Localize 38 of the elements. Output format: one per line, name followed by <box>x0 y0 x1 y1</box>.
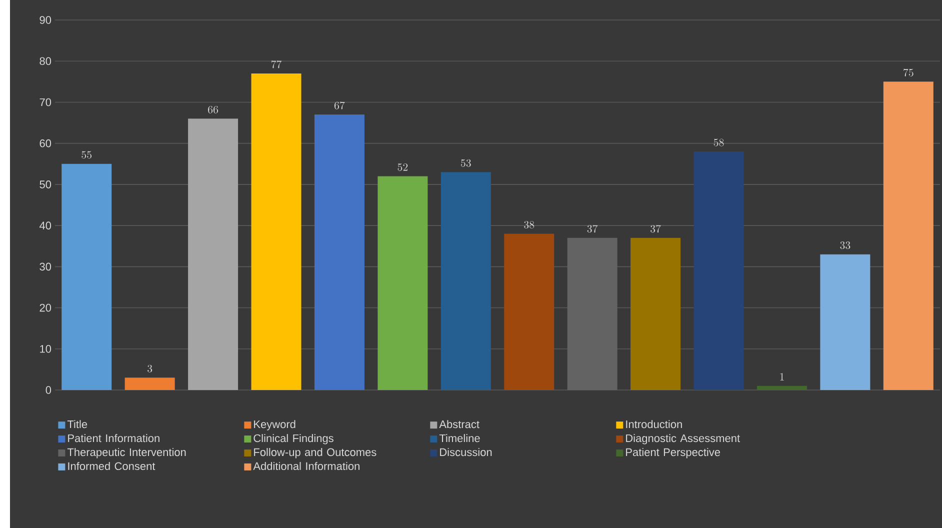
y-tick-label: 30 <box>40 262 52 271</box>
legend-label: Timeline <box>439 434 480 442</box>
y-tick-label: 0 <box>46 386 52 394</box>
legend-label: Patient Perspective <box>626 448 720 458</box>
legend-label: Abstract <box>439 420 480 428</box>
legend-label: Patient Information <box>68 434 160 442</box>
legend-label: Therapeutic Intervention <box>67 448 186 458</box>
legend-label: Keyword <box>254 420 296 430</box>
legend-label: Follow-up and Outcomes <box>254 448 376 458</box>
data-label: 58 <box>714 138 724 146</box>
data-label: 1 <box>780 373 784 380</box>
data-label: 37 <box>650 224 661 233</box>
legend-label: Diagnostic Assessment <box>626 434 740 444</box>
data-label: 55 <box>82 151 92 159</box>
y-tick-label: 60 <box>40 139 52 148</box>
data-label: 37 <box>587 224 598 233</box>
legend-label: Discussion <box>440 448 492 456</box>
legend-label: Clinical Findings <box>254 434 334 444</box>
legend-label: Additional Information <box>253 462 360 470</box>
y-tick-label: 90 <box>40 16 52 24</box>
y-tick-label: 50 <box>40 180 52 188</box>
data-label: 75 <box>904 68 914 76</box>
data-label: 3 <box>148 364 152 372</box>
data-label: 52 <box>398 163 408 171</box>
legend-label: Informed Consent <box>68 462 156 470</box>
data-label: 33 <box>840 242 850 250</box>
y-tick-label: 40 <box>39 222 52 230</box>
data-label: 77 <box>271 60 282 68</box>
y-tick-label: 80 <box>40 57 52 66</box>
legend-label: Introduction <box>626 420 682 428</box>
y-tick-label: 20 <box>40 304 52 312</box>
data-label: 67 <box>334 102 345 110</box>
data-label: 66 <box>208 106 218 114</box>
y-tick-label: 70 <box>40 98 52 106</box>
legend-label: Title <box>67 420 88 428</box>
data-label: 53 <box>460 159 471 167</box>
y-tick-label: 10 <box>40 344 52 353</box>
data-label: 38 <box>524 220 534 228</box>
